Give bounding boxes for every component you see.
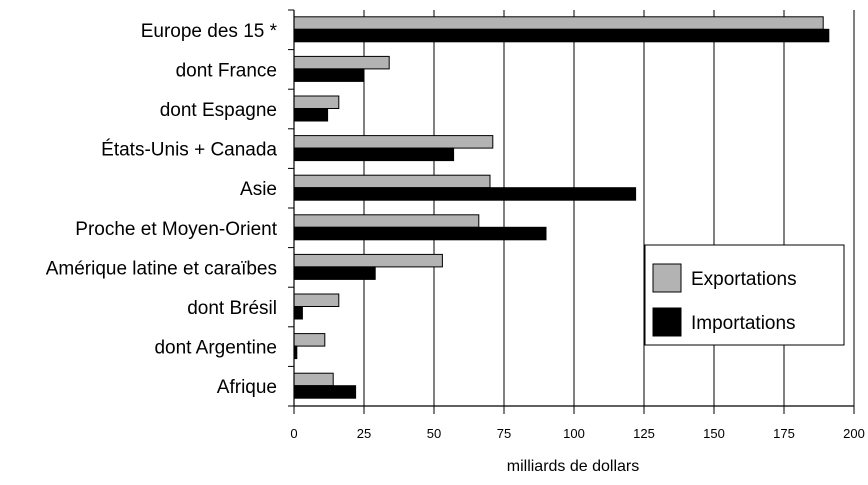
- bar-exportations-7: [293, 293, 340, 307]
- category-label: dont Argentine: [154, 338, 277, 359]
- category-label: dont France: [176, 60, 277, 81]
- category-label: Asie: [240, 179, 277, 200]
- bar-importations-0: [293, 28, 830, 43]
- bar-importations-3: [293, 147, 455, 162]
- bar-exportations-8: [293, 333, 326, 347]
- x-tick-label: 50: [427, 426, 441, 441]
- legend-label-exportations: Exportations: [691, 269, 797, 290]
- bar-importations-7: [293, 306, 303, 320]
- bar-exportations-3: [293, 135, 494, 149]
- category-label: Afrique: [217, 377, 277, 398]
- bar-exportations-9: [293, 372, 334, 387]
- bar-importations-9: [293, 385, 357, 399]
- category-label: Europe des 15 *: [141, 21, 278, 42]
- x-tick-label: 175: [773, 426, 795, 441]
- x-tick-label: 200: [843, 426, 865, 441]
- bar-exportations-1: [293, 55, 390, 70]
- x-tick-label: 25: [357, 426, 371, 441]
- x-axis-title: milliards de dollars: [507, 458, 640, 475]
- x-tick-label: 125: [633, 426, 655, 441]
- category-label: États-Unis + Canada: [101, 140, 277, 161]
- bar-importations-6: [293, 266, 376, 280]
- bar-exportations-6: [293, 253, 443, 268]
- legend-swatch-exportations: [652, 263, 682, 293]
- bar-importations-2: [293, 108, 329, 122]
- x-tick-label: 0: [290, 426, 297, 441]
- bar-exportations-0: [293, 16, 824, 30]
- x-tick-label: 100: [563, 426, 585, 441]
- bar-importations-5: [293, 226, 547, 241]
- x-axis: 0 25 50 75 100 125 150 175 200: [288, 9, 865, 441]
- bar-importations-1: [293, 68, 365, 82]
- legend-label-importations: Importations: [691, 313, 796, 334]
- x-tick-label: 150: [703, 426, 725, 441]
- x-tick-label: 75: [497, 426, 511, 441]
- bars: [293, 16, 830, 399]
- category-labels: Europe des 15 * dont France dont Espagne Ét…: [46, 21, 278, 398]
- category-label: Amérique latine et caraïbes: [46, 258, 277, 279]
- grid-lines: [363, 10, 855, 406]
- bar-importations-4: [293, 187, 637, 201]
- category-label: dont Espagne: [160, 100, 277, 121]
- category-label: Proche et Moyen-Orient: [75, 219, 277, 240]
- bar-exportations-4: [293, 174, 491, 189]
- legend-swatch-importations: [652, 307, 682, 337]
- legend: Exportations Importations: [644, 244, 845, 346]
- bar-exportations-2: [293, 95, 340, 109]
- bar-exportations-5: [293, 214, 480, 228]
- category-label: dont Brésil: [187, 298, 277, 319]
